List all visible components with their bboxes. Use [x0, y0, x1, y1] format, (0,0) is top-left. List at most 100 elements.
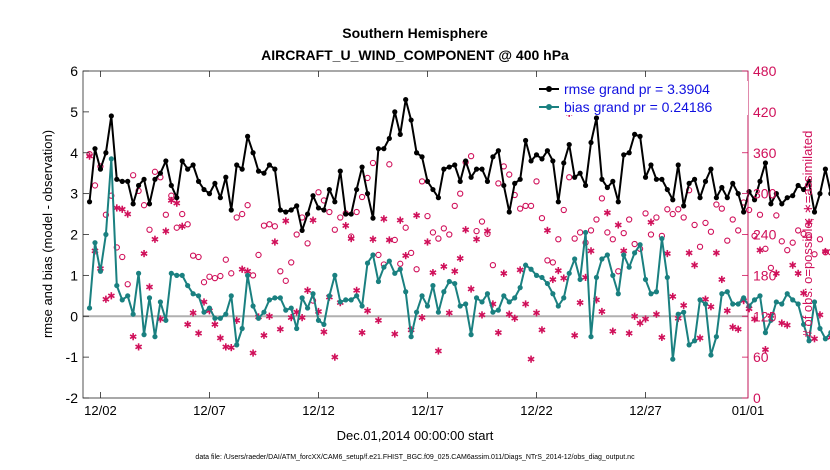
rmse-point — [730, 180, 736, 187]
obs-assimilated-stroke — [216, 335, 224, 341]
obs-possible-point — [805, 234, 813, 241]
legend-bias-label: bias grand pr = 0.24186 — [564, 99, 712, 115]
rmse-point — [408, 117, 414, 123]
rmse-point — [790, 193, 796, 199]
obs-assimilated-point — [467, 285, 475, 293]
rmse-point — [686, 180, 692, 187]
obs-possible-point — [440, 225, 447, 232]
obs-possible-point — [222, 256, 229, 263]
rmse-point — [288, 207, 294, 213]
obs-assimilated-point — [178, 222, 186, 230]
rmse-series-line — [88, 98, 830, 232]
obs-assimilated-point — [696, 334, 704, 342]
bias-point — [392, 270, 398, 276]
rmse-point — [315, 205, 322, 211]
rmse-point — [735, 191, 741, 197]
obs-assimilated-point — [516, 266, 524, 274]
obs-assimilated-stroke — [494, 330, 502, 336]
obs-assimilated-stroke — [374, 317, 382, 323]
bias-point — [97, 268, 104, 274]
rmse-point — [751, 197, 758, 203]
rmse-point — [228, 207, 234, 213]
bias-point — [212, 315, 218, 321]
obs-assimilated-stroke — [244, 268, 252, 274]
obs-assimilated-stroke — [135, 344, 143, 350]
rmse-point — [626, 150, 632, 156]
obs-possible-point — [571, 235, 578, 242]
rmse-point — [206, 191, 213, 197]
obs-assimilated-stroke — [734, 326, 742, 332]
obs-assimilated-stroke — [238, 266, 246, 272]
obs-assimilated-stroke — [353, 287, 361, 293]
bias-point — [811, 299, 818, 305]
rmse-point — [141, 176, 147, 182]
bias-point — [495, 307, 501, 313]
bias-point — [779, 301, 785, 307]
bias-point — [653, 289, 660, 295]
obs-possible-point — [811, 251, 818, 258]
bias-point — [446, 278, 452, 285]
obs-assimilated-point — [364, 307, 372, 315]
rmse-point — [604, 184, 610, 191]
obs-assimilated-point — [527, 355, 535, 363]
obs-possible-point — [266, 221, 273, 228]
obs-assimilated-point — [821, 247, 829, 256]
rmse-point — [125, 178, 131, 184]
obs-assimilated-stroke — [538, 327, 546, 333]
obs-assimilated-point — [271, 238, 279, 246]
obs-assimilated-stroke — [783, 322, 791, 328]
bias-point — [206, 305, 213, 311]
chart-title: Southern Hemisphere — [342, 25, 488, 41]
obs-assimilated-point — [587, 247, 595, 255]
rmse-point — [615, 199, 621, 205]
obs-assimilated-point — [669, 292, 677, 301]
rmse-point — [708, 166, 714, 172]
bias-point — [713, 334, 719, 340]
bias-point — [572, 256, 578, 262]
obs-assimilated-stroke — [483, 228, 491, 234]
obs-assimilated-point — [511, 314, 519, 322]
bias-point — [675, 311, 681, 317]
y2-tick-label: 120 — [753, 308, 777, 324]
rmse-point — [490, 154, 496, 160]
bias-point — [528, 266, 534, 272]
rmse-point — [762, 160, 769, 166]
obs-possible-point — [756, 211, 764, 218]
bias-point — [533, 272, 540, 278]
bias-point — [168, 270, 174, 276]
y2-tick-label: 360 — [753, 145, 777, 161]
obs-assimilated-point — [707, 303, 715, 311]
obs-possible-point — [647, 231, 655, 238]
bias-point — [92, 240, 98, 246]
bias-point — [599, 256, 605, 262]
rmse-point — [163, 158, 169, 164]
bias-point — [86, 305, 93, 311]
bias-point — [473, 295, 480, 301]
obs-assimilated-point — [614, 221, 622, 229]
x-axis-label: Dec.01,2014 00:00:00 start — [337, 428, 494, 443]
rmse-point — [217, 195, 223, 201]
obs-possible-point — [369, 159, 377, 167]
obs-possible-point — [277, 268, 284, 275]
obs-assimilated-point — [800, 289, 808, 297]
obs-assimilated-point — [729, 323, 737, 331]
obs-possible-point — [794, 227, 802, 234]
rmse-point — [174, 195, 180, 201]
obs-possible-point — [260, 222, 268, 229]
bias-point — [234, 342, 240, 348]
obs-assimilated-stroke — [342, 223, 350, 229]
obs-possible-point — [816, 236, 824, 243]
legend-rmse-marker — [546, 86, 552, 92]
obs-assimilated-point — [369, 235, 377, 243]
rmse-point — [299, 227, 305, 234]
rmse-point — [168, 182, 174, 189]
rmse-point — [610, 178, 616, 184]
bias-point — [566, 270, 572, 276]
rmse-point — [664, 186, 670, 193]
bias-point — [359, 303, 365, 309]
obs-assimilated-point — [380, 215, 388, 223]
obs-assimilated-point — [778, 319, 786, 327]
obs-assimilated-stroke — [543, 227, 551, 233]
rmse-point — [691, 176, 698, 182]
obs-assimilated-point — [494, 329, 502, 337]
